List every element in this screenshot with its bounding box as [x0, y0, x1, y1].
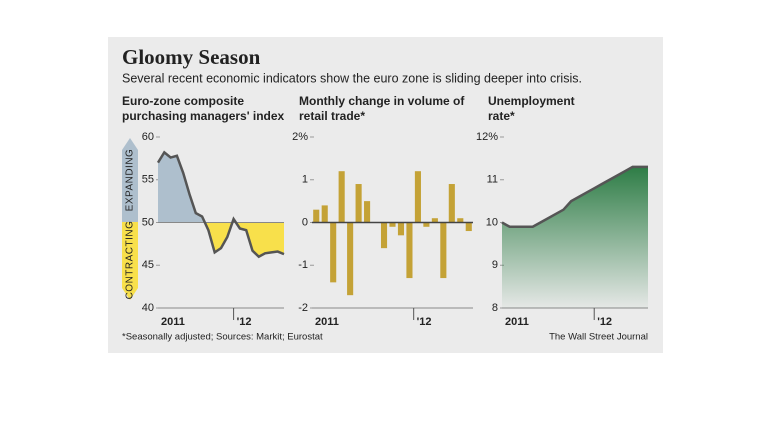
y-tick-label: 50 — [142, 216, 154, 228]
bar — [389, 222, 396, 227]
title: Gloomy Season — [122, 45, 261, 69]
line — [501, 165, 648, 229]
y-tick-label: -1 — [298, 259, 308, 271]
y-tick-label: 1 — [302, 174, 308, 186]
bar — [406, 222, 413, 279]
y-tick-label: 2% — [292, 131, 308, 143]
line — [156, 150, 285, 259]
bar — [321, 205, 328, 223]
bar — [397, 222, 405, 236]
bar — [423, 222, 430, 227]
y-tick-label: 11 — [487, 174, 498, 186]
x-tick-label: 2011 — [315, 316, 339, 328]
y-tick-label: 8 — [492, 302, 498, 314]
panel-title: Unemployment — [488, 94, 575, 108]
bar — [355, 184, 362, 223]
source: The Wall Street Journal — [549, 332, 648, 343]
y-tick-label: 45 — [142, 259, 154, 271]
x-tick-label: '12 — [597, 316, 612, 328]
y-tick-label: 40 — [142, 302, 154, 314]
y-tick-label: 12% — [476, 131, 498, 143]
x-tick-label: '12 — [237, 316, 252, 328]
panel-title: retail trade* — [299, 109, 365, 123]
bar — [380, 222, 388, 249]
annotation: CONTRACTING — [125, 221, 136, 300]
panel-title: purchasing managers' index — [122, 109, 285, 123]
bar — [414, 171, 421, 223]
y-tick-label: -2 — [298, 302, 308, 314]
x-tick-label: 2011 — [161, 316, 185, 328]
area — [502, 166, 648, 308]
bar — [457, 218, 464, 223]
annotation: EXPANDING — [125, 149, 136, 212]
bar — [448, 184, 455, 223]
y-tick-label: 0 — [302, 216, 308, 228]
bar — [347, 222, 354, 296]
bar — [330, 222, 337, 283]
panel-title: Euro-zone composite — [122, 94, 244, 108]
area-above — [158, 152, 236, 222]
y-tick-label: 10 — [486, 216, 498, 228]
x-tick-label: '12 — [417, 316, 432, 328]
y-tick-label: 9 — [492, 259, 498, 271]
bar — [364, 201, 371, 223]
bar — [440, 222, 447, 279]
contracting-arrow — [122, 222, 138, 300]
subtitle: Several recent economic indicators show … — [122, 71, 582, 85]
bar — [338, 171, 345, 223]
bar — [465, 222, 472, 232]
panel-title: Monthly change in volume of — [299, 94, 465, 108]
y-tick-label: 55 — [142, 174, 154, 186]
note: *Seasonally adjusted; Sources: Markit; E… — [122, 332, 323, 343]
panel-title: rate* — [488, 109, 515, 123]
y-tick-label: 60 — [142, 131, 154, 143]
bar — [313, 209, 320, 223]
expanding-arrow — [122, 138, 138, 222]
x-tick-label: 2011 — [505, 316, 529, 328]
bar — [431, 218, 438, 223]
